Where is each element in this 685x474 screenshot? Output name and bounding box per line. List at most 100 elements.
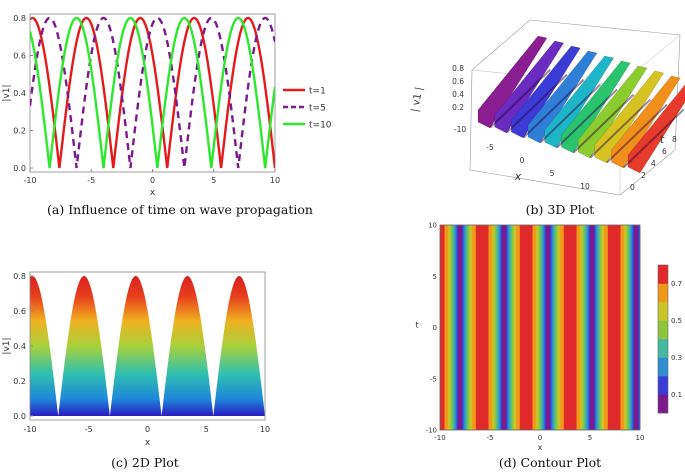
contour-band [562,225,564,430]
contour-band [628,225,629,430]
contour-band [462,225,464,430]
contour-band [494,225,496,430]
contour-band [594,225,596,430]
contour-band [538,225,539,430]
contour-band [499,225,501,430]
contour-band [633,225,634,430]
contour-band [549,225,550,430]
contour-band [534,225,535,430]
contour-band [517,225,519,430]
surface-ridge [561,60,631,154]
contour-band [631,225,632,430]
contour-band [463,225,464,430]
contour-band [584,225,585,430]
surface-trough [622,108,685,169]
contour-band [627,225,629,430]
y-tick-label: 0.4 [13,342,26,351]
y-axis-label: |v1| [2,84,12,101]
contour-band [589,225,590,430]
contour-band [597,225,598,430]
x-tick-label: -5 [486,143,494,152]
contour-band [506,225,507,430]
contour-band [579,225,581,430]
contour-band [461,225,463,430]
contour-band [587,225,588,430]
contour-band [508,225,510,430]
surface-ridge [577,65,648,159]
contour-band [591,225,593,430]
x-tick-label: -5 [87,176,95,185]
x-tick-label: 0 [150,176,155,185]
contour-band [638,225,639,430]
contour-band [541,225,542,430]
contour-band [606,225,608,430]
contour-band [515,225,517,430]
contour-band [590,225,591,430]
contour-band [472,225,473,430]
caption-b: (b) 3D Plot [525,202,595,217]
contour-band [602,225,604,430]
contour-band [556,225,557,430]
surface-trough [606,103,668,164]
contour-band [519,225,520,430]
contour-band [547,225,549,430]
t-tick-label: 0 [630,183,635,192]
contour-band [457,225,459,430]
contour-band [552,225,553,430]
contour-band [596,225,598,430]
surface-trough [572,93,635,154]
contour-band [584,225,586,430]
colorbar-cell [658,283,668,303]
contour-band [546,225,547,430]
contour-band [472,225,474,430]
contour-band [585,225,587,430]
contour-band [544,225,546,430]
contour-band [586,225,587,430]
series-line-t=5 [30,16,275,169]
contour-band [509,225,511,430]
z-tick-label: 0.4 [452,90,464,99]
contour-band [544,225,545,430]
contour-band [500,225,501,430]
contour-band [536,225,538,430]
contour-band [604,225,606,430]
series-line-t=10 [30,16,275,169]
contour-band [590,225,592,430]
contour-band [501,225,502,430]
contour-band [504,225,505,430]
contour-band [602,225,603,430]
contour-band [502,225,503,430]
contour-band [514,225,515,430]
contour-band [588,225,589,430]
contour-band [468,225,469,430]
contour-band [603,225,604,430]
contour-band [455,225,457,430]
contour-band [634,225,635,430]
contour-band [637,225,639,430]
contour-band [586,225,588,430]
contour-band [492,225,494,430]
contour-band [505,225,507,430]
x-tick-label: 5 [211,176,216,185]
contour-band [591,225,592,430]
contour-band [444,225,446,430]
contour-band [562,225,563,430]
z-tick-label: 0.2 [452,103,464,112]
contour-band [628,225,630,430]
contour-band [559,225,561,430]
contour-band [470,225,472,430]
contour-band [545,225,547,430]
surface-ridge [511,45,581,139]
contour-band [490,225,492,430]
contour-band [579,225,580,430]
contour-band [580,225,581,430]
contour-band [542,225,544,430]
contour-band [463,225,465,430]
contour-band [451,225,452,430]
contour-band [449,225,451,430]
contour-band [620,225,622,430]
contour-band [595,225,596,430]
contour-band [510,225,511,430]
contour-band [555,225,557,430]
contour-band [512,225,514,430]
